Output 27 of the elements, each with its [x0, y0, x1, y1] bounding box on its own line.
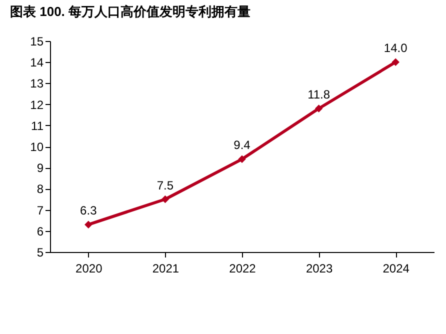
- point: [84, 220, 92, 228]
- y-tick-label: 15: [30, 34, 44, 48]
- x-tick-label: 2023: [306, 262, 333, 276]
- y-tick-label: 12: [30, 98, 44, 112]
- y-tick-label: 10: [30, 140, 44, 154]
- x-tick-label: 2022: [229, 262, 256, 276]
- data-label: 9.4: [234, 138, 251, 152]
- chart-title: 图表 100. 每万人口高价值发明专利拥有量: [10, 4, 251, 19]
- y-tick-label: 13: [30, 76, 44, 91]
- data-label: 14.0: [384, 41, 408, 56]
- y-tick-label: 11: [31, 118, 44, 133]
- y-tick-label: 14: [30, 56, 44, 70]
- point: [238, 155, 246, 164]
- y-tick-label: 9: [36, 161, 44, 176]
- data-label: 6.3: [80, 204, 98, 218]
- x-tick-label: 2024: [382, 262, 410, 276]
- point: [161, 195, 170, 204]
- point: [392, 58, 400, 66]
- y-tick-label: 8: [36, 182, 44, 196]
- x-tick-label: 2020: [76, 262, 103, 276]
- data-label: 11.8: [308, 88, 330, 102]
- point: [314, 104, 323, 112]
- y-tick-label: 6: [36, 224, 44, 238]
- data-label: 7.5: [156, 178, 174, 192]
- y-tick-label: 5: [36, 246, 44, 260]
- y-tick-label: 7: [36, 203, 44, 218]
- x-tick-label: 2021: [152, 262, 180, 276]
